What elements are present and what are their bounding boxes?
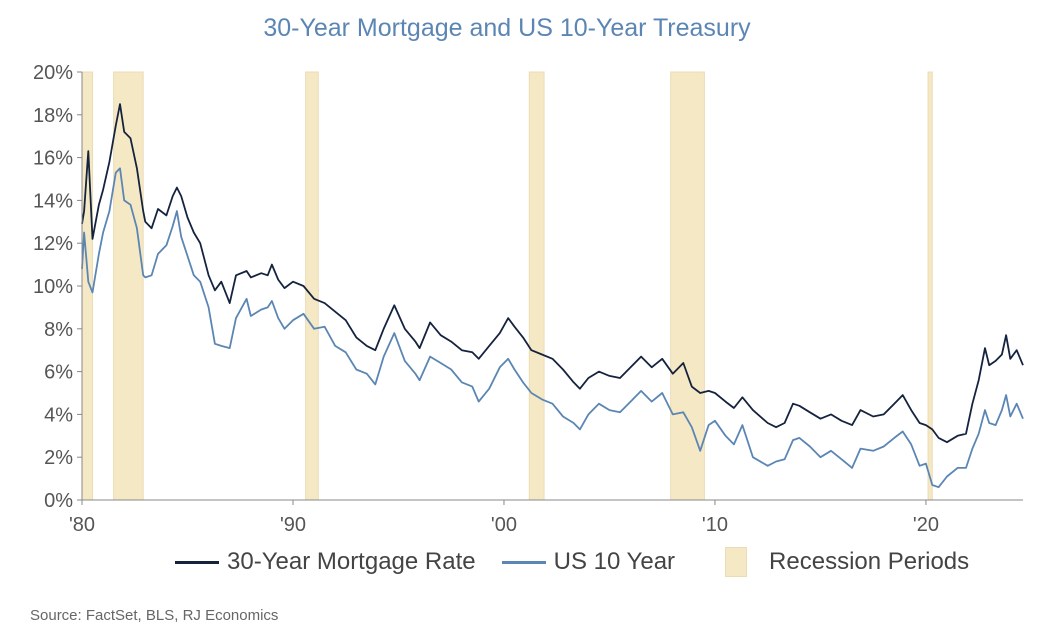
y-tick-label-10: 20% — [33, 62, 73, 84]
x-tick-label-4: '20 — [913, 514, 939, 536]
y-tick-label-3: 6% — [44, 362, 73, 384]
series-line-0 — [81, 103, 1024, 444]
y-tick-label-8: 16% — [33, 148, 73, 170]
recession-swatch — [725, 547, 748, 577]
legend-label-mortgage: 30-Year Mortgage Rate — [227, 548, 476, 575]
y-tick-label-2: 4% — [44, 404, 73, 426]
recession-bands — [81, 71, 933, 501]
y-tick-label-6: 12% — [33, 233, 73, 255]
y-tick-label-0: 0% — [44, 490, 73, 512]
series-lines — [81, 103, 1024, 489]
source-note: Source: FactSet, BLS, RJ Economics — [30, 607, 279, 624]
legend-item-recession: Recession Periods — [701, 547, 969, 577]
treasury-line-swatch — [501, 560, 546, 564]
y-tick-label-1: 2% — [44, 447, 73, 469]
series-line-1 — [81, 167, 1024, 489]
legend-item-treasury: US 10 Year — [501, 548, 676, 576]
recession-band-0 — [81, 71, 94, 501]
chart-title: 30-Year Mortgage and US 10-Year Treasury — [263, 14, 751, 42]
recession-band-2 — [305, 71, 319, 501]
y-tick-label-9: 18% — [33, 105, 73, 127]
legend-label-treasury: US 10 Year — [553, 548, 676, 575]
recession-band-5 — [927, 71, 933, 501]
recession-band-1 — [113, 71, 144, 501]
x-tick-label-1: '90 — [280, 514, 306, 536]
x-tick-label-2: '00 — [491, 514, 517, 536]
recession-band-3 — [528, 71, 545, 501]
x-tick-label-0: '80 — [69, 514, 95, 536]
legend: 30-Year Mortgage Rate US 10 Year Recessi… — [175, 545, 995, 579]
x-tick-label-3: '10 — [702, 514, 728, 536]
recession-band-4 — [670, 71, 705, 501]
legend-item-mortgage: 30-Year Mortgage Rate — [175, 548, 476, 576]
y-tick-label-5: 10% — [33, 276, 73, 298]
legend-label-recession: Recession Periods — [769, 548, 970, 575]
axes: 0% 2% 4% 6% 8% 10% 12% 14% 16% 18% 20% '80 '90 '00 '10… — [33, 62, 1023, 536]
y-tick-label-4: 8% — [44, 319, 73, 341]
mortgage-line-swatch — [175, 560, 219, 564]
y-tick-label-7: 14% — [33, 190, 73, 212]
